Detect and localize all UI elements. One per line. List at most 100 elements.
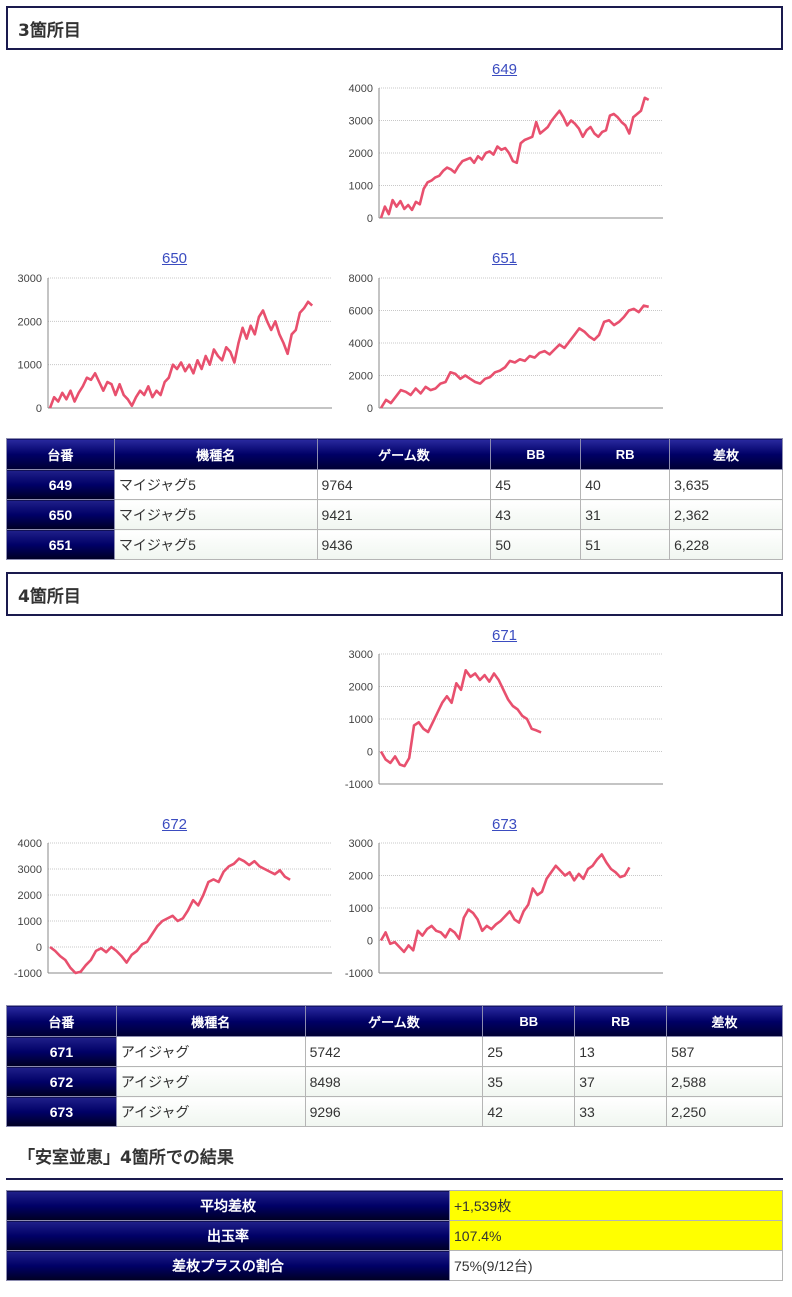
col-header-games: ゲーム数 — [316, 438, 492, 470]
series-line — [379, 304, 650, 409]
y-tick-label: 3000 — [349, 838, 373, 850]
rb-count: 33 — [574, 1096, 668, 1127]
y-tick-label: 2000 — [349, 371, 373, 383]
table-header-row: 台番 機種名 ゲーム数 BB RB 差枚 — [6, 438, 783, 470]
table-row: 671 アイジャグ 5742 25 13 587 — [6, 1036, 783, 1067]
y-tick-label: 6000 — [349, 306, 373, 318]
result-row: 出玉率 107.4% — [6, 1220, 783, 1251]
y-tick-label: 0 — [36, 942, 42, 954]
y-tick-label: 0 — [36, 403, 42, 415]
rb-count: 13 — [574, 1036, 668, 1067]
chart-link-650[interactable]: 650 — [162, 250, 188, 267]
y-tick-label: 2000 — [18, 316, 42, 328]
table-row: 651 マイジャグ5 9436 50 51 6,228 — [6, 529, 783, 560]
diff-coins: 2,588 — [666, 1066, 783, 1097]
rb-count: 51 — [580, 529, 671, 560]
table-row: 672 アイジャグ 8498 35 37 2,588 — [6, 1066, 783, 1097]
machine-number: 672 — [6, 1066, 117, 1097]
series-line — [379, 668, 542, 768]
col-header-bb: BB — [482, 1005, 576, 1037]
result-label: 出玉率 — [6, 1220, 450, 1251]
y-tick-label: 1000 — [349, 714, 373, 726]
game-count: 9421 — [316, 499, 492, 530]
y-tick-label: 2000 — [349, 682, 373, 694]
y-tick-label: 8000 — [349, 273, 373, 285]
chart-651: 0 2000 4000 6000 8000 — [349, 273, 663, 415]
game-count: 9296 — [304, 1096, 484, 1127]
diff-coins: 587 — [666, 1036, 783, 1067]
chart-link-672[interactable]: 672 — [162, 816, 188, 833]
machine-number: 650 — [6, 499, 115, 530]
game-count: 8498 — [304, 1066, 484, 1097]
y-tick-label: 1000 — [18, 916, 42, 928]
result-table: 平均差枚 +1,539枚 出玉率 107.4% 差枚プラスの割合 75%(9/1… — [6, 1190, 783, 1281]
machine-name: アイジャグ — [115, 1096, 306, 1127]
y-tick-label: 2000 — [349, 148, 373, 160]
chart-link-671[interactable]: 671 — [492, 627, 518, 644]
machine-table-4: 台番 機種名 ゲーム数 BB RB 差枚 671 アイジャグ 5742 25 1… — [6, 1005, 783, 1127]
result-row: 平均差枚 +1,539枚 — [6, 1190, 783, 1221]
section-title: 4箇所目 — [18, 587, 81, 607]
chart-link-649[interactable]: 649 — [492, 61, 518, 78]
bb-count: 43 — [490, 499, 582, 530]
machine-number: 651 — [6, 529, 115, 560]
y-tick-label: -1000 — [14, 968, 42, 980]
chart-672: -1000 0 1000 2000 3000 4000 — [14, 838, 332, 980]
series-line — [379, 853, 631, 954]
table-row: 649 マイジャグ5 9764 45 40 3,635 — [6, 469, 783, 500]
y-tick-label: 1000 — [349, 181, 373, 193]
chart-649: 0 1000 2000 3000 4000 — [349, 83, 663, 225]
chart-link-673[interactable]: 673 — [492, 816, 518, 833]
machine-number: 673 — [6, 1096, 117, 1127]
result-row: 差枚プラスの割合 75%(9/12台) — [6, 1250, 783, 1281]
chart-link-651[interactable]: 651 — [492, 250, 518, 267]
y-tick-label: 1000 — [18, 360, 42, 372]
bb-count: 42 — [482, 1096, 576, 1127]
y-tick-label: 0 — [367, 213, 373, 225]
bb-count: 50 — [490, 529, 582, 560]
chart-671: -1000 0 1000 2000 3000 — [345, 649, 663, 791]
y-tick-label: 2000 — [349, 871, 373, 883]
rb-count: 37 — [574, 1066, 668, 1097]
result-label: 差枚プラスの割合 — [6, 1250, 450, 1281]
game-count: 9436 — [316, 529, 492, 560]
col-header-machine: 機種名 — [113, 438, 318, 470]
y-tick-label: 2000 — [18, 890, 42, 902]
game-count: 9764 — [316, 469, 492, 500]
y-tick-label: 0 — [367, 403, 373, 415]
y-tick-label: 0 — [367, 747, 373, 759]
y-tick-label: 4000 — [18, 838, 42, 850]
table-row: 650 マイジャグ5 9421 43 31 2,362 — [6, 499, 783, 530]
result-value: 107.4% — [449, 1220, 783, 1251]
game-count: 5742 — [304, 1036, 484, 1067]
col-header-rb: RB — [580, 438, 671, 470]
machine-name: マイジャグ5 — [113, 499, 318, 530]
result-label: 平均差枚 — [6, 1190, 450, 1221]
machine-number: 671 — [6, 1036, 117, 1067]
col-header-games: ゲーム数 — [304, 1005, 484, 1037]
result-divider — [6, 1178, 783, 1180]
col-header-diff: 差枚 — [666, 1005, 783, 1037]
bb-count: 45 — [490, 469, 582, 500]
series-line — [379, 96, 650, 219]
col-header-machine: 機種名 — [115, 1005, 306, 1037]
machine-number: 649 — [6, 469, 115, 500]
chart-650: 0 1000 2000 3000 — [18, 273, 332, 415]
section-header-4: 4箇所目 — [6, 572, 783, 616]
result-value: +1,539枚 — [449, 1190, 783, 1221]
machine-name: マイジャグ5 — [113, 469, 318, 500]
table-row: 673 アイジャグ 9296 42 33 2,250 — [6, 1096, 783, 1127]
y-tick-label: 3000 — [18, 864, 42, 876]
diff-coins: 3,635 — [669, 469, 783, 500]
y-tick-label: -1000 — [345, 968, 373, 980]
bb-count: 25 — [482, 1036, 576, 1067]
bb-count: 35 — [482, 1066, 576, 1097]
col-header-diff: 差枚 — [669, 438, 783, 470]
machine-name: アイジャグ — [115, 1036, 306, 1067]
y-tick-label: 3000 — [349, 649, 373, 661]
col-header-rb: RB — [574, 1005, 668, 1037]
machine-name: マイジャグ5 — [113, 529, 318, 560]
section-title: 3箇所目 — [18, 21, 81, 41]
y-tick-label: -1000 — [345, 779, 373, 791]
chart-673: -1000 0 1000 2000 3000 — [345, 838, 663, 980]
